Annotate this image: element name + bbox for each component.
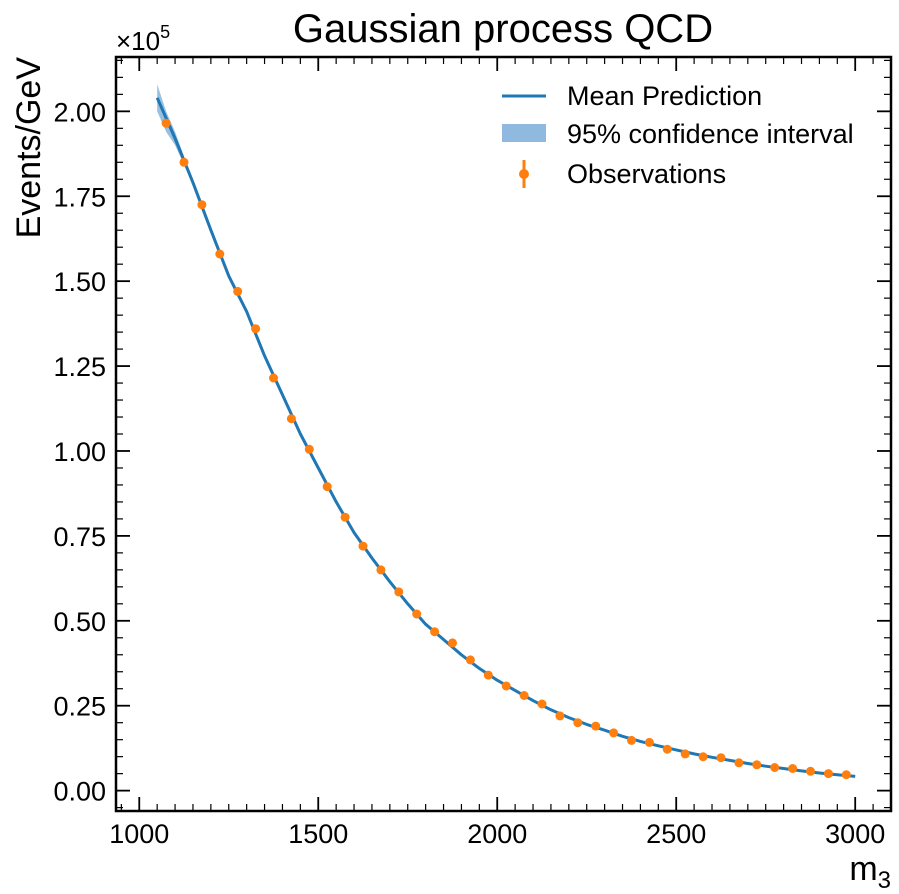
y-tick-label: 1.75	[53, 182, 106, 212]
legend-mean-label: Mean Prediction	[567, 81, 762, 111]
observation-point	[823, 769, 833, 779]
observation-point	[179, 157, 189, 167]
observation-point	[394, 587, 404, 597]
observation-point	[680, 749, 690, 759]
y-tick-label: 0.00	[53, 777, 106, 807]
observation-point	[627, 735, 636, 745]
plot-frame	[114, 55, 893, 813]
observation-point	[161, 118, 171, 128]
x-tick-label: 3000	[825, 819, 885, 849]
x-tick-label: 1000	[109, 819, 169, 849]
observation-point	[269, 373, 278, 383]
observation-point	[322, 482, 332, 492]
observation-point	[734, 758, 744, 768]
x-tick-label: 2500	[646, 819, 706, 849]
x-tick-label: 1500	[288, 819, 348, 849]
y-tick-label: 1.00	[53, 437, 106, 467]
observation-point	[752, 760, 762, 770]
mean-prediction-line	[155, 97, 856, 778]
observation-point	[841, 770, 851, 780]
observation-point	[304, 444, 314, 454]
observation-point	[448, 638, 457, 648]
y-axis-label: Events/GeV	[10, 57, 48, 239]
observation-point	[233, 286, 243, 296]
observation-point	[501, 681, 511, 691]
y-tick-label: 1.25	[53, 352, 106, 382]
mean-prediction-layer	[155, 97, 856, 778]
chart-title: Gaussian process QCD	[293, 7, 713, 51]
observation-point	[698, 752, 708, 762]
observation-point	[770, 763, 780, 772]
observation-point	[519, 691, 529, 700]
legend-band-label: 95% confidence interval	[567, 119, 854, 149]
observation-point	[483, 670, 493, 680]
y-tick-label: 1.50	[53, 267, 106, 297]
x-axis-label: m3	[849, 850, 891, 894]
observations-layer	[161, 118, 851, 780]
y-tick-label: 0.25	[53, 692, 106, 722]
y-tick-label: 0.75	[53, 522, 106, 552]
legend-band-swatch	[502, 124, 546, 142]
observation-point	[609, 728, 619, 738]
observation-point	[644, 737, 654, 747]
observation-point	[662, 744, 672, 754]
legend: Mean Prediction 95% confidence interval …	[502, 81, 854, 189]
observation-point	[555, 711, 565, 721]
observation-point	[430, 627, 440, 637]
observation-point	[716, 753, 726, 763]
observation-point	[286, 414, 296, 424]
y-tick-label: 0.50	[53, 607, 106, 637]
observation-point	[215, 249, 225, 259]
observation-point	[358, 541, 368, 551]
observation-point	[376, 565, 386, 575]
legend-observations-marker	[519, 169, 529, 179]
ticks-layer: 1000 1500 2000 2500 3000 0.00 0.25 0.50 0.75 1.00…	[53, 57, 891, 849]
x-tick-label: 2000	[467, 819, 527, 849]
observation-point	[788, 764, 798, 773]
observation-point	[197, 200, 207, 210]
y-tick-label: 2.00	[53, 97, 106, 127]
observation-point	[412, 609, 422, 619]
observation-point	[465, 655, 475, 665]
legend-observations-label: Observations	[567, 159, 726, 189]
y-offset-text: ×105	[116, 22, 170, 56]
observation-point	[251, 324, 261, 334]
observation-point	[340, 512, 350, 522]
observation-point	[591, 721, 601, 731]
observation-point	[573, 718, 583, 728]
observation-point	[537, 699, 547, 709]
observation-point	[806, 766, 815, 776]
